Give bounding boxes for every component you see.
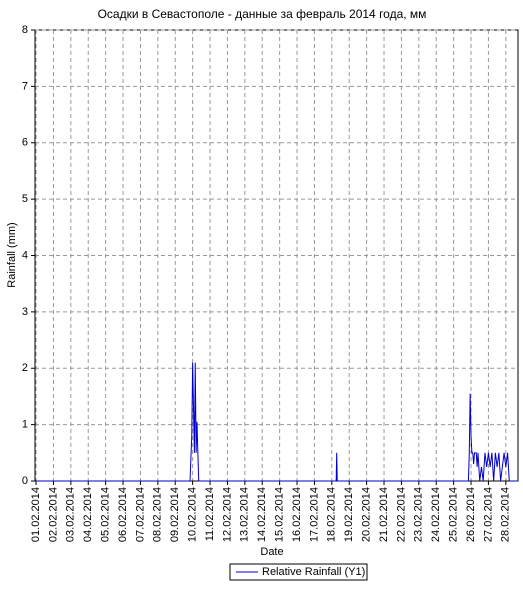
x-tick-label: 09.02.2014 — [169, 487, 181, 542]
x-tick-label: 24.02.2014 — [430, 487, 442, 542]
x-tick-label: 18.02.2014 — [326, 487, 338, 542]
x-tick-label: 06.02.2014 — [117, 487, 129, 542]
x-tick-label: 26.02.2014 — [465, 487, 477, 542]
x-tick-label: 13.02.2014 — [239, 487, 251, 542]
series-line — [36, 362, 518, 482]
x-tick-label: 15.02.2014 — [274, 487, 286, 542]
x-tick-label: 11.02.2014 — [204, 487, 216, 541]
x-tick-label: 07.02.2014 — [134, 487, 146, 542]
x-tick-label: 21.02.2014 — [378, 487, 390, 542]
x-tick-label: 03.02.2014 — [65, 487, 77, 542]
legend-label: Relative Rainfall (Y1) — [262, 566, 365, 578]
x-tick-label: 17.02.2014 — [308, 487, 320, 542]
x-tick-label: 02.02.2014 — [47, 487, 59, 542]
x-axis-label: Date — [260, 546, 283, 558]
y-tick-label: 5 — [22, 193, 28, 205]
x-tick-label: 25.02.2014 — [448, 487, 460, 542]
x-tick-label: 01.02.2014 — [30, 487, 42, 542]
x-tick-label: 05.02.2014 — [100, 487, 112, 542]
x-tick-label: 12.02.2014 — [221, 487, 233, 542]
y-tick-label: 3 — [22, 306, 28, 318]
y-tick-label: 2 — [22, 362, 28, 374]
x-tick-label: 10.02.2014 — [187, 487, 199, 542]
y-tick-label: 1 — [22, 419, 28, 431]
x-tick-label: 14.02.2014 — [256, 487, 268, 542]
y-tick-label: 8 — [22, 24, 28, 36]
y-tick-label: 4 — [22, 249, 28, 261]
x-tick-label: 19.02.2014 — [343, 487, 355, 542]
x-tick-label: 16.02.2014 — [291, 487, 303, 542]
x-tick-label: 28.02.2014 — [500, 487, 512, 542]
y-tick-label: 6 — [22, 137, 28, 149]
y-tick-label: 0 — [22, 475, 28, 487]
y-tick-label: 7 — [22, 80, 28, 92]
x-tick-label: 20.02.2014 — [361, 487, 373, 542]
legend — [229, 563, 368, 581]
x-tick-label: 27.02.2014 — [482, 487, 494, 542]
x-tick-label: 23.02.2014 — [413, 487, 425, 542]
x-tick-label: 22.02.2014 — [395, 487, 407, 542]
chart-title: Осадки в Севастополе - данные за февраль… — [98, 7, 427, 21]
x-tick-label: 08.02.2014 — [152, 487, 164, 542]
y-axis-label: Rainfall (mm) — [6, 222, 18, 287]
x-tick-label: 04.02.2014 — [82, 487, 94, 542]
